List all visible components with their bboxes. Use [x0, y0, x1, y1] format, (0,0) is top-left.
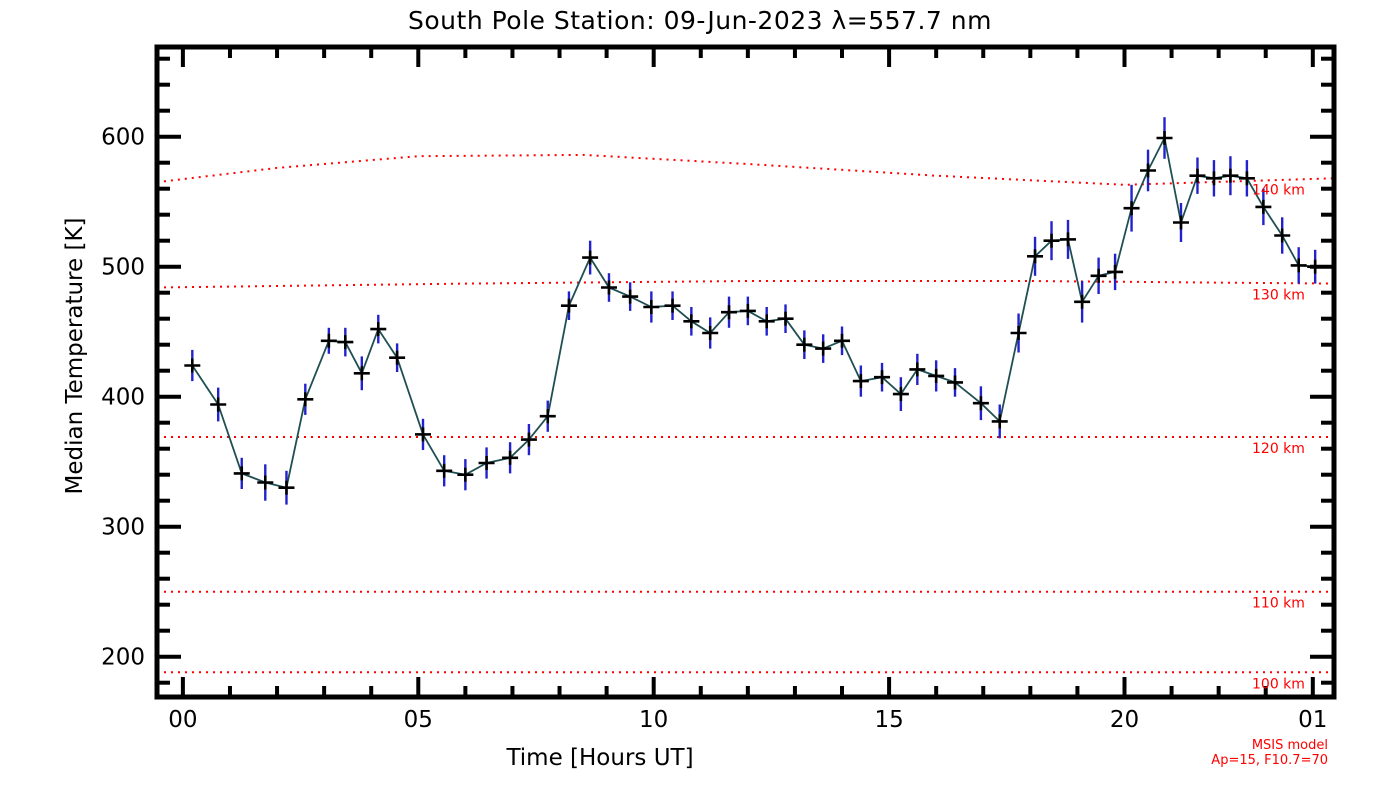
altitude-label: 140 km — [1252, 182, 1305, 198]
y-tick-label: 600 — [101, 125, 145, 151]
msis-params-text: Ap=15, F10.7=70 — [1211, 753, 1328, 768]
axis-frame — [154, 44, 1337, 700]
x-tick-label: 05 — [404, 707, 433, 733]
msis-model-text: MSIS model — [1251, 738, 1328, 753]
page-title: South Pole Station: 09-Jun-2023 λ=557.7 … — [408, 6, 992, 35]
y-tick-label: 300 — [101, 515, 145, 541]
altitude-labels: 140 km 130 km 120 km 110 km 100 km — [1252, 182, 1305, 692]
altitude-label: 100 km — [1252, 676, 1305, 692]
axis-tick-marks — [157, 47, 1334, 697]
msis-annotation: MSIS model Ap=15, F10.7=70 — [1211, 738, 1328, 768]
altitude-label: 110 km — [1252, 596, 1305, 612]
data-point-markers — [184, 131, 1324, 495]
x-tick-label: 20 — [1110, 707, 1139, 733]
altitude-label: 130 km — [1252, 288, 1305, 304]
x-tick-label: 10 — [639, 707, 668, 733]
x-tick-label: 15 — [874, 707, 903, 733]
y-tick-label: 200 — [101, 645, 145, 671]
altitude-label: 120 km — [1252, 441, 1305, 457]
y-tick-label: 500 — [101, 255, 145, 281]
x-tick-label: 01 — [1298, 707, 1327, 733]
x-axis-label: Time [Hours UT] — [506, 745, 694, 771]
msis-reference-lines — [156, 153, 1335, 674]
y-tick-label: 400 — [101, 385, 145, 411]
x-tick-label: 00 — [168, 707, 197, 733]
axis-tick-labels: 200 300 400 500 600 00 05 10 15 20 01 — [101, 125, 1327, 733]
data-series-line — [191, 137, 1316, 489]
